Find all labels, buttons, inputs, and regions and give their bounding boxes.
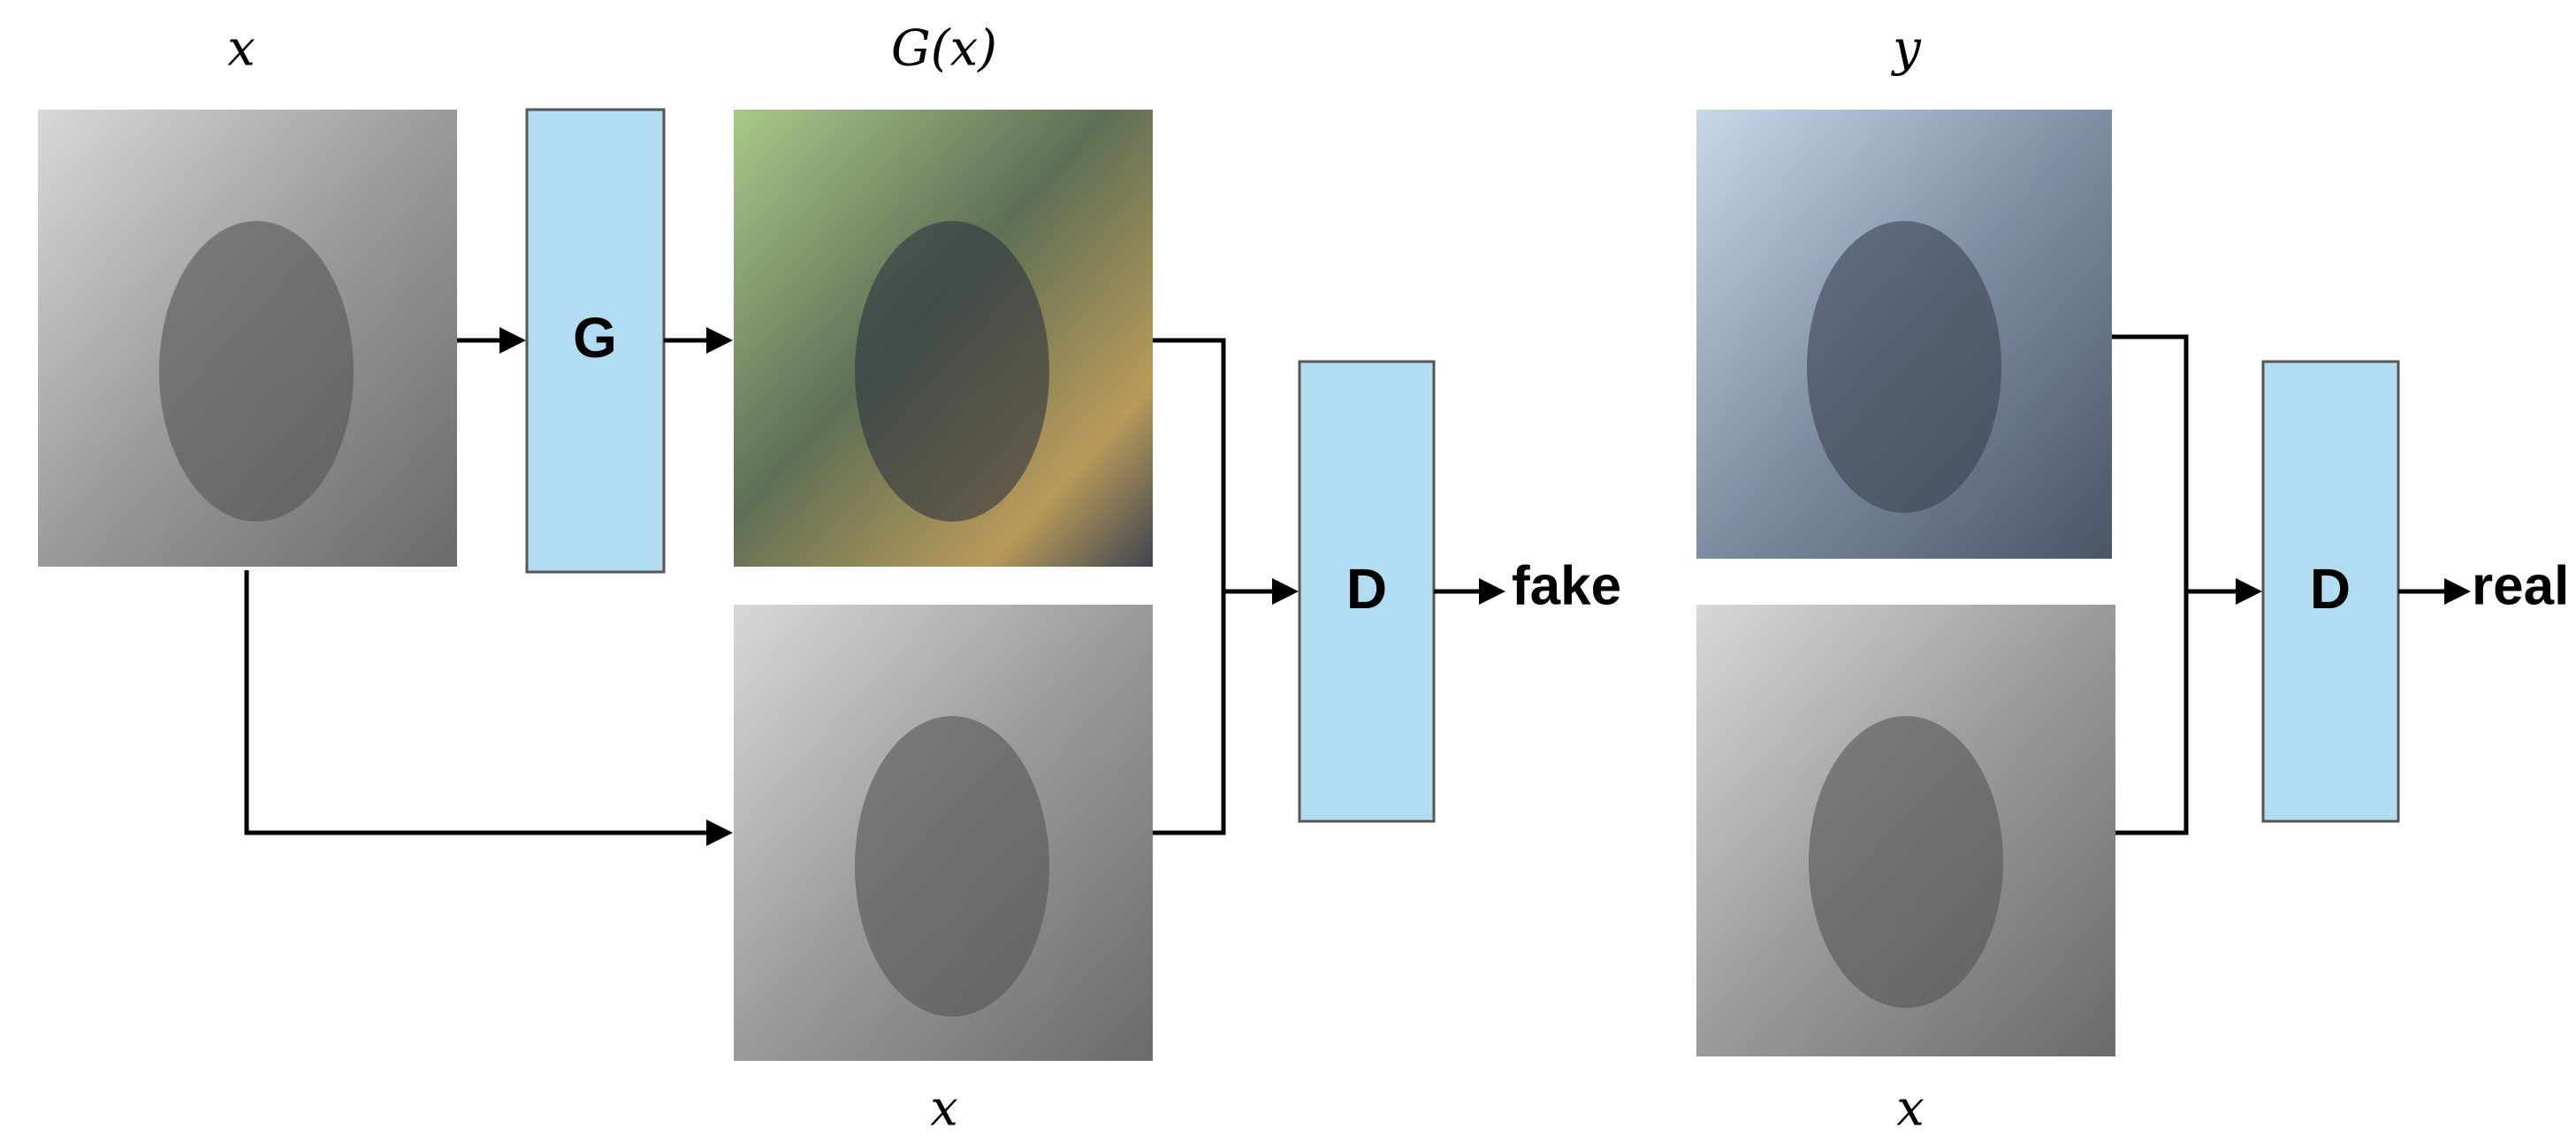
image-label: y: [1890, 20, 1922, 78]
image-label: x: [930, 1080, 958, 1136]
diagram: x G(x) y x x G D D fake real: [0, 0, 2576, 1136]
image-label: x: [1896, 1080, 1924, 1136]
block-label: G: [573, 306, 617, 370]
image-input: [38, 110, 457, 567]
image-generated: [734, 110, 1153, 567]
image-target: [1696, 110, 2112, 559]
block-label: D: [1346, 557, 1387, 621]
image-condition: [734, 605, 1153, 1061]
block-label: D: [2310, 557, 2351, 621]
output-label: real: [2472, 555, 2569, 616]
image-label: x: [227, 20, 255, 78]
image-label: G(x): [891, 20, 997, 78]
output-label: fake: [1512, 555, 1621, 616]
image-condition: [1696, 605, 2115, 1056]
